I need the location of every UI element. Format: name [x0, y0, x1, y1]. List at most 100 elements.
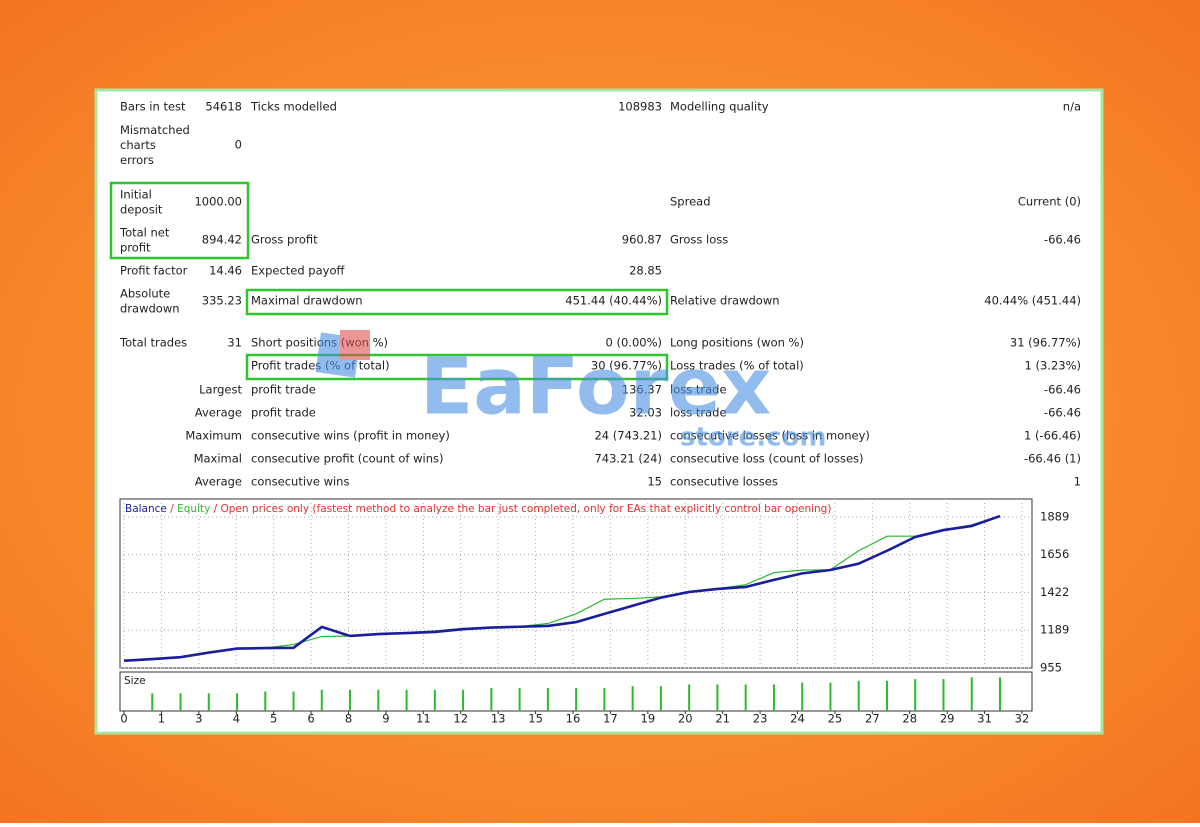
legend-entry: Open prices only (fastest method to anal…: [221, 503, 832, 515]
row-label: consecutive wins: [251, 475, 349, 489]
x-tick-label: 11: [416, 712, 431, 726]
x-tick-label: 19: [641, 712, 656, 726]
watermark: EaForex store.com: [315, 330, 826, 453]
row-label: Modelling quality: [670, 100, 769, 114]
legend-entry: /: [210, 503, 220, 515]
x-tick-label: 15: [528, 712, 543, 726]
row-label: Ticks modelled: [250, 100, 337, 114]
watermark-brand: EaForex: [420, 342, 771, 432]
legend-entry: Balance: [125, 503, 167, 515]
row-value: 30 (96.77%): [591, 359, 662, 373]
row-label: Maximal: [194, 452, 242, 466]
row-value: 335.23: [202, 294, 242, 308]
row-label: Long positions (won %): [670, 336, 804, 350]
row-label: Expected payoff: [251, 264, 345, 278]
row-value: 28.85: [629, 264, 662, 278]
x-tick-label: 31: [977, 712, 992, 726]
highlight: [245, 288, 669, 316]
row-value: 1: [1074, 475, 1081, 489]
x-tick-label: 13: [491, 712, 506, 726]
row-label: loss trade: [670, 383, 727, 397]
row-label: Bars in test: [120, 100, 186, 114]
row-label: Maximal drawdown: [251, 294, 363, 308]
row-label: Maximum: [185, 429, 242, 443]
row-label: Average: [195, 406, 242, 420]
x-tick-label: 25: [828, 712, 843, 726]
x-tick-label: 16: [566, 712, 581, 726]
row-value: 743.21 (24): [594, 452, 662, 466]
row-label: consecutive losses: [670, 475, 778, 489]
row-label: Profit factor: [120, 264, 188, 278]
row-label: profit trade: [251, 406, 316, 420]
row-value: 108983: [618, 100, 662, 114]
x-tick-label: 24: [790, 712, 805, 726]
x-tick-label: 0: [120, 712, 127, 726]
row-label: Gross loss: [670, 233, 728, 247]
row-value: n/a: [1063, 100, 1081, 114]
row-value: 136.37: [622, 383, 662, 397]
row-value: Current (0): [1018, 195, 1081, 209]
x-tick-label: 1: [158, 712, 165, 726]
row-value: 1000.00: [194, 195, 242, 209]
row-value: 24 (743.21): [594, 429, 662, 443]
chart-frame: [119, 498, 1033, 669]
row-value: 31: [227, 336, 242, 350]
legend-entry: Equity: [177, 503, 210, 515]
y-tick-label: 955: [1040, 661, 1062, 675]
row-value: 0 (0.00%): [606, 336, 662, 350]
row-value: 894.42: [202, 233, 242, 247]
row-value: 15: [647, 475, 662, 489]
row-value: 40.44% (451.44): [984, 294, 1081, 308]
y-tick-label: 1422: [1040, 585, 1069, 599]
row-label: Largest: [199, 383, 242, 397]
row-label: Absolute drawdown: [120, 286, 180, 315]
highlight: [109, 181, 250, 260]
x-tick-label: 3: [195, 712, 202, 726]
row-label: Spread: [670, 195, 711, 209]
legend: Balance / Equity / Open prices only (fas…: [125, 503, 831, 515]
row-value: -66.46: [1044, 406, 1081, 420]
series-line: [123, 514, 1001, 663]
row-label: consecutive profit (count of wins): [251, 452, 443, 466]
row-value: 1 (3.23%): [1025, 359, 1081, 373]
row-label: Total trades: [119, 336, 187, 350]
row-value: 54618: [205, 100, 242, 114]
x-tick-label: 32: [1015, 712, 1030, 726]
watermark-site: store.com: [680, 423, 826, 453]
legend-entry: /: [167, 503, 177, 515]
row-value: 960.87: [622, 233, 662, 247]
watermark-logo: [340, 330, 370, 360]
row-value: 0: [235, 138, 242, 152]
row-value: 14.46: [209, 264, 242, 278]
row-value: 31 (96.77%): [1010, 336, 1081, 350]
row-value: 32.03: [629, 406, 662, 420]
x-tick-label: 21: [715, 712, 730, 726]
highlight: [245, 353, 669, 381]
row-value: -66.46: [1044, 233, 1081, 247]
row-label: Loss trades (% of total): [670, 359, 804, 373]
row-label: Total net profit: [119, 225, 170, 254]
x-tick-label: 9: [382, 712, 389, 726]
row-label: Relative drawdown: [670, 294, 780, 308]
x-tick-label: 4: [233, 712, 240, 726]
row-label: profit trade: [251, 383, 316, 397]
row-value: -66.46: [1044, 383, 1081, 397]
x-tick-label: 12: [453, 712, 468, 726]
x-tick-label: 29: [940, 712, 955, 726]
x-tick-label: 27: [865, 712, 880, 726]
row-value: 451.44 (40.44%): [565, 294, 662, 308]
row-label: consecutive losses (loss in money): [670, 429, 870, 443]
x-tick-label: 5: [270, 712, 277, 726]
y-tick-label: 1189: [1040, 623, 1069, 637]
row-label: Gross profit: [251, 233, 318, 247]
row-label: Mismatched charts errors: [120, 123, 190, 167]
row-label: Average: [195, 475, 242, 489]
x-tick-label: 8: [345, 712, 352, 726]
y-tick-label: 1656: [1040, 547, 1069, 561]
row-label: Initial deposit: [120, 187, 163, 216]
x-tick-label: 6: [307, 712, 314, 726]
row-value: 1 (-66.46): [1024, 429, 1081, 443]
